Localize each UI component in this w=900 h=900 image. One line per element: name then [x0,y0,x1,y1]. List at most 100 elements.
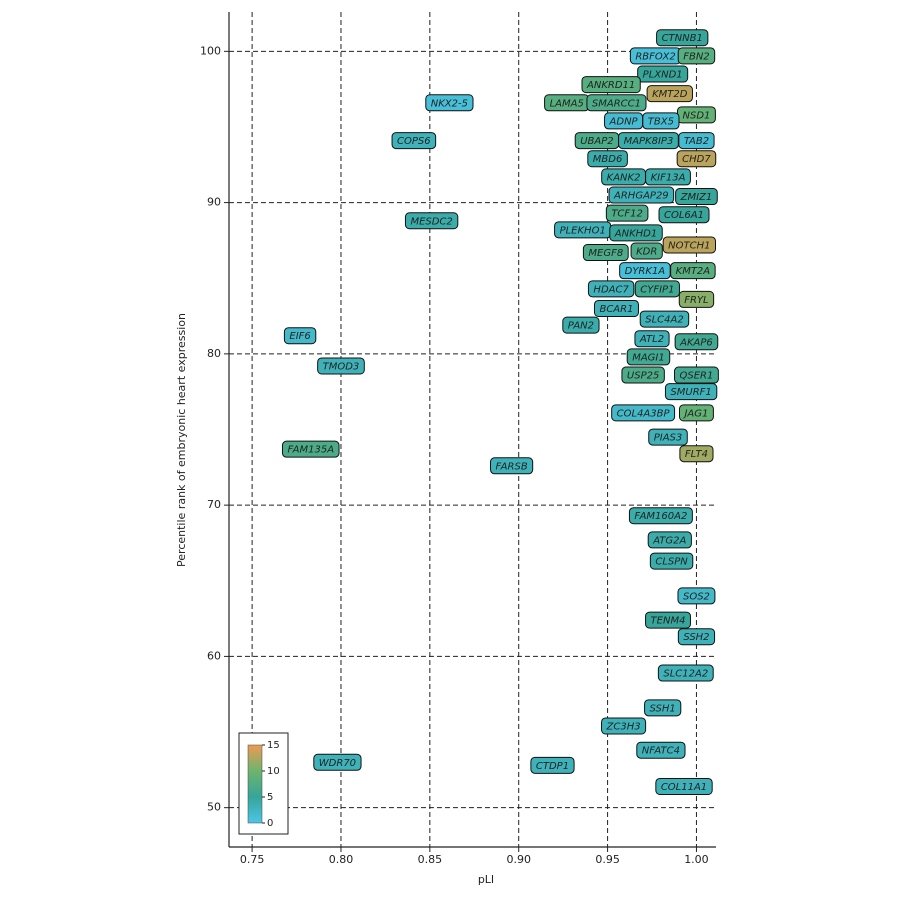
gene-label: USP25 [627,371,659,382]
gene-box [586,94,647,112]
gene-label: ZC3H3 [606,721,641,732]
gene-label: NSD1 [683,110,711,121]
gene-label: FAM135A [287,445,334,456]
gene-point: CYFIP1 [634,280,680,298]
gene-label: EIF6 [289,331,310,342]
gene-point: ZC3H3 [601,717,647,735]
gene-label: SOS2 [683,591,710,602]
gene-label: CTNNB1 [662,33,703,44]
gene-point: CTNNB1 [656,29,709,47]
gene-label: NOTCH1 [668,240,710,251]
gene-box [648,428,688,446]
gene-box [490,457,534,475]
gene-label: COPS6 [397,136,431,147]
gene-label: MBD6 [593,154,623,165]
gene-label: SMARCC1 [592,98,641,109]
gene-label: RBFOX2 [635,51,675,62]
gene-point: COL11A1 [655,777,713,795]
gene-label: FARSB [496,461,528,472]
gene-point: QSER1 [674,366,719,384]
gene-label: SLC4A2 [645,315,683,326]
x-tick-label: 1.00 [684,853,709,866]
gene-point: DYRK1A [619,262,671,280]
gene-label: BCAR1 [599,304,633,315]
gene-box [630,242,663,260]
gene-box [639,310,690,328]
colorbar-frame [238,732,289,835]
gene-label: MESDC2 [410,216,452,227]
gene-box [678,290,715,308]
gene-label: PLXND1 [643,70,683,81]
colorbar-tick-label: 10 [267,766,280,777]
gene-point: MBD6 [587,150,628,168]
gene-point: ATG2A [647,531,692,549]
gene-label: FLT4 [685,449,708,460]
gene-box [634,280,680,298]
gene-point: USP25 [621,366,665,384]
gene-point: COL4A3BP [611,404,676,422]
grid [229,12,716,847]
gene-label: ATG2A [652,535,686,546]
gene-box [642,112,680,130]
gene-box [637,65,689,83]
gene-label: ANKHD1 [614,228,657,239]
gene-label: HDAC7 [593,284,629,295]
gene-box [657,664,714,682]
gene-label: TMOD3 [323,361,360,372]
gene-label: ZMIZ1 [680,192,713,203]
gene-box [283,327,317,345]
gene-box [662,236,717,254]
gene-box [646,85,693,103]
gene-box [645,168,691,186]
y-tick-label: 50 [207,801,221,814]
gene-label: COL6A1 [664,210,704,221]
gene-label: CLSPN [655,557,688,568]
gene-box [636,741,686,759]
gene-label: AKAP6 [679,337,713,348]
gene-label: COL4A3BP [617,408,671,419]
gene-label: CYFIP1 [640,284,674,295]
gene-box [605,204,649,222]
gene-point: SSH2 [677,628,716,646]
gene-point: SMURF1 [664,383,718,401]
gene-box [628,507,693,525]
gene-point: CLSPN [649,552,694,570]
gene-point: FAM135A [281,440,340,458]
gene-point: KMT2A [670,262,716,280]
gene-box [658,206,710,224]
gene-label: PAN2 [568,321,594,332]
gene-label: SMURF1 [670,387,711,398]
gene-label: ANKRD11 [586,80,635,91]
gene-point: PLXND1 [637,65,689,83]
gene-label: ADNP [609,116,639,127]
gene-box [647,531,692,549]
gene-box [581,76,641,94]
gene-label: ARHGAP29 [613,191,669,202]
gene-point: NSD1 [677,106,716,124]
gene-point: UBAP2 [574,132,620,150]
gene-point: FBN2 [677,47,716,65]
gene-point: KDR [630,242,663,260]
gene-point: NFATC4 [636,741,686,759]
gene-point: SSH1 [644,699,682,717]
gene-box [644,699,682,717]
gene-point: MEGF8 [582,244,629,262]
gene-box [675,188,718,206]
gene-box [677,47,716,65]
gene-point: NKX2-5 [425,94,474,112]
colorbar-tick-label: 0 [267,818,273,829]
gene-point: FARSB [490,457,534,475]
gene-point: PAN2 [562,316,600,334]
gene-box [593,299,639,317]
gene-label: TBX5 [648,116,674,127]
gene-point: NOTCH1 [662,236,717,254]
gene-box [281,440,340,458]
gene-point: TAB2 [678,132,715,150]
gene-label: LAMA5 [550,98,584,109]
gene-box [317,357,365,375]
gene-box [679,445,714,463]
gene-point: HDAC7 [587,280,635,298]
gene-box [562,316,600,334]
